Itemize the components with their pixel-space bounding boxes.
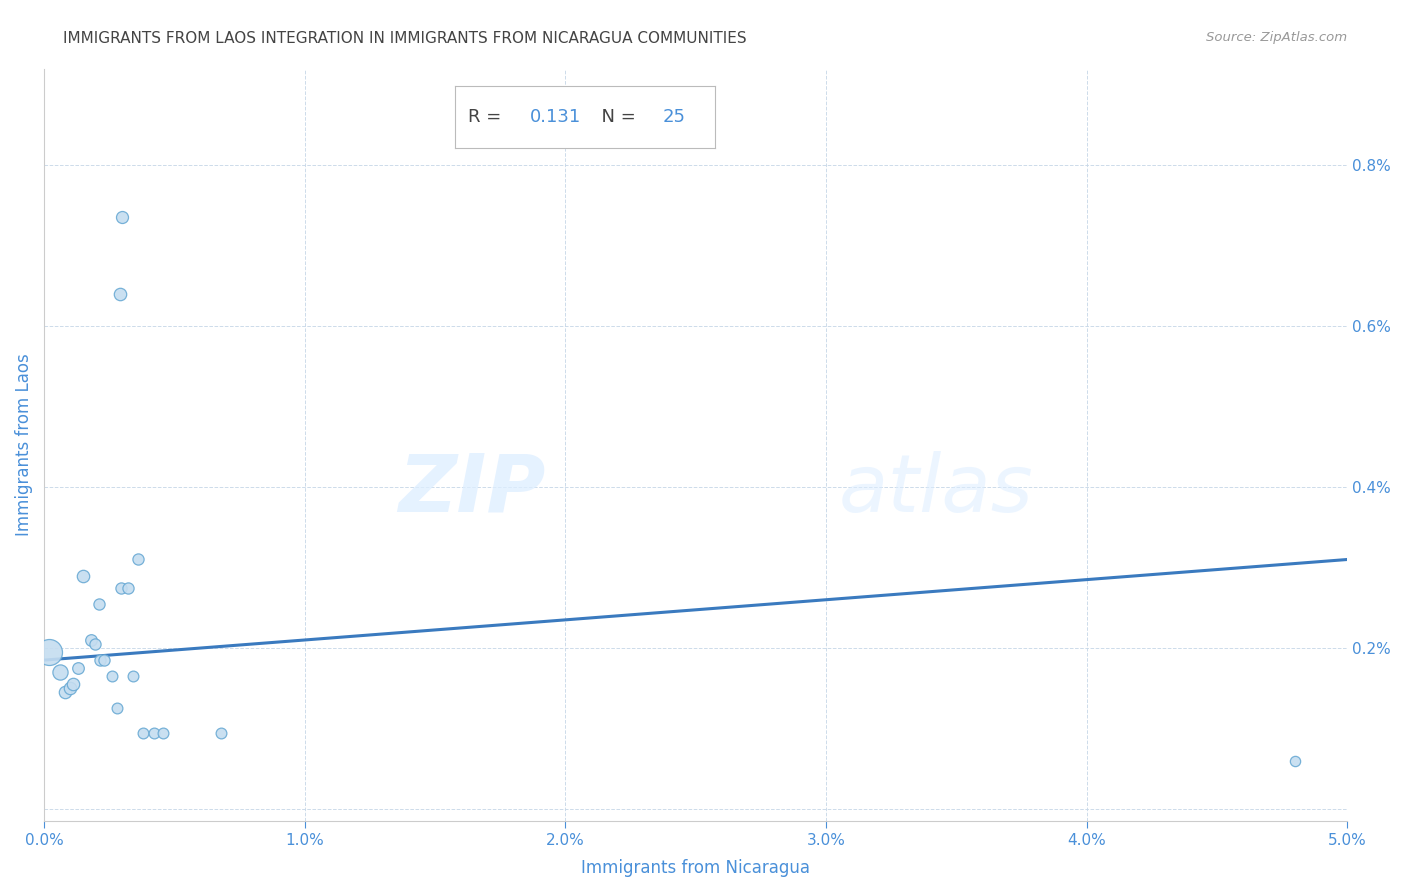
Text: atlas: atlas: [839, 451, 1033, 529]
X-axis label: Immigrants from Nicaragua: Immigrants from Nicaragua: [581, 859, 810, 877]
Point: [105, 701, 128, 715]
Point: [1284, 754, 1306, 768]
Point: [38, 645, 60, 659]
Point: [117, 581, 139, 595]
Point: [152, 725, 174, 739]
Point: [111, 211, 134, 225]
Point: [101, 669, 124, 683]
Point: [110, 581, 132, 595]
Point: [93, 653, 115, 667]
Point: [127, 552, 149, 566]
Point: [209, 725, 232, 739]
Y-axis label: Immigrants from Laos: Immigrants from Laos: [15, 353, 32, 536]
Text: ZIP: ZIP: [398, 451, 546, 529]
Point: [87, 597, 110, 611]
Point: [132, 725, 155, 739]
Point: [89, 653, 111, 667]
Point: [142, 725, 165, 739]
Text: Source: ZipAtlas.com: Source: ZipAtlas.com: [1206, 31, 1347, 45]
Point: [108, 286, 131, 301]
Text: IMMIGRANTS FROM LAOS INTEGRATION IN IMMIGRANTS FROM NICARAGUA COMMUNITIES: IMMIGRANTS FROM LAOS INTEGRATION IN IMMI…: [63, 31, 747, 46]
Point: [48, 665, 70, 680]
Point: [59, 681, 82, 696]
Point: [66, 661, 89, 675]
Point: [80, 632, 103, 647]
Point: [53, 685, 76, 699]
Point: [84, 637, 107, 651]
Point: [72, 568, 94, 582]
Point: [62, 677, 84, 691]
Point: [121, 669, 143, 683]
